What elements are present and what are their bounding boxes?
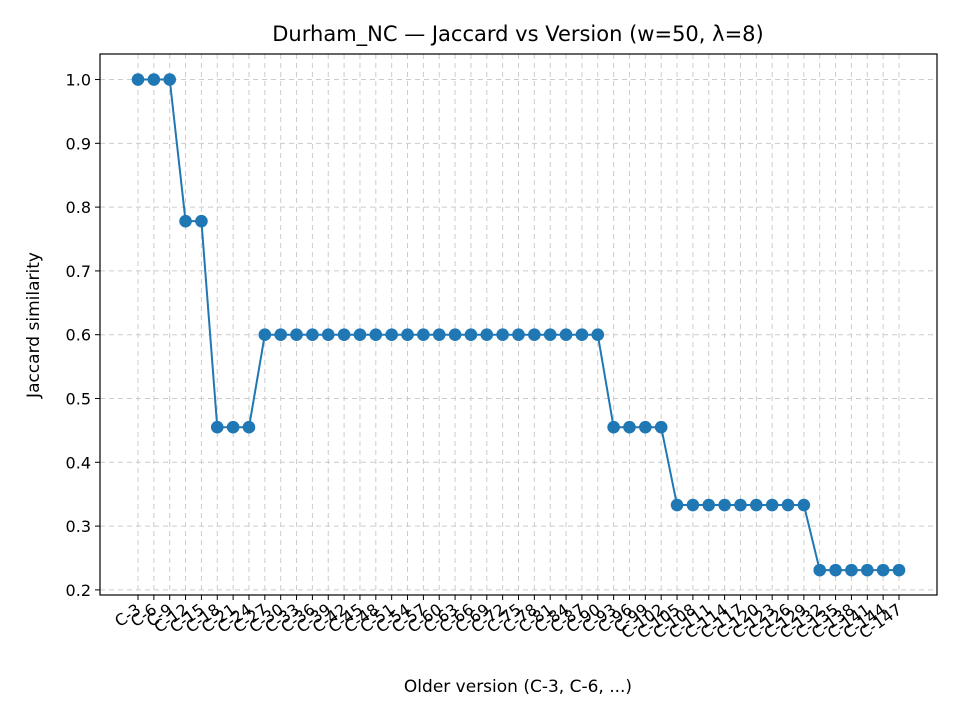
data-point: [369, 328, 383, 342]
data-point: [385, 328, 398, 342]
y-tick-label: 0.4: [66, 453, 91, 472]
data-point: [496, 328, 509, 342]
data-point: [163, 73, 177, 86]
chart-title: Durham_NC — Jaccard vs Version (w=50, λ=…: [272, 22, 763, 47]
data-point: [829, 563, 842, 577]
data-point: [892, 563, 906, 577]
data-point: [512, 328, 525, 342]
data-point: [337, 328, 351, 342]
data-point: [559, 328, 573, 342]
data-point: [765, 498, 779, 512]
data-point: [876, 563, 890, 577]
y-tick-label: 0.5: [66, 390, 91, 409]
data-point: [306, 328, 319, 342]
data-point: [623, 420, 636, 434]
x-axis-label: Older version (C-3, C-6, ...): [404, 677, 632, 697]
data-point: [464, 328, 478, 342]
y-tick-label: 1.0: [66, 71, 91, 90]
data-point: [353, 328, 367, 342]
data-point: [591, 328, 605, 342]
data-point: [702, 498, 716, 512]
data-point: [575, 328, 589, 342]
data-point: [797, 498, 811, 512]
data-point: [131, 73, 145, 86]
data-point: [750, 498, 763, 512]
data-point: [321, 328, 335, 342]
data-point: [242, 420, 256, 434]
data-point: [226, 420, 240, 434]
y-tick-label: 0.6: [66, 326, 91, 345]
data-point: [210, 420, 224, 434]
y-axis-ticks: 1.0 0.9 0.8 0.7 0.6 0.5 0.4 0.3 0.2: [66, 71, 100, 600]
data-point: [654, 420, 668, 434]
data-point: [639, 420, 652, 434]
grid: [100, 54, 937, 595]
data-point: [543, 328, 557, 342]
y-tick-label: 0.8: [66, 198, 91, 217]
data-point: [813, 563, 827, 577]
y-tick-label: 0.7: [66, 262, 91, 281]
data-point: [860, 563, 874, 577]
data-point: [274, 328, 287, 342]
y-axis-label: Jaccard similarity: [24, 252, 44, 399]
data-point: [718, 498, 731, 512]
x-axis-ticks: C-3C-6C-9C-12C-15C-18C-21C-24C-27C-30C-3…: [111, 595, 905, 643]
data-point: [686, 498, 700, 512]
data-points: [131, 73, 906, 577]
y-tick-label: 0.9: [66, 134, 91, 153]
data-point: [448, 328, 462, 342]
data-point: [781, 498, 795, 512]
data-point: [607, 420, 620, 434]
data-point: [258, 328, 272, 342]
data-point: [528, 328, 541, 342]
data-point: [147, 73, 161, 86]
data-point: [290, 328, 303, 342]
data-point: [179, 214, 192, 228]
y-tick-label: 0.3: [66, 517, 91, 536]
y-tick-label: 0.2: [66, 581, 91, 600]
data-point: [480, 328, 494, 342]
data-point: [734, 498, 747, 512]
data-point: [432, 328, 446, 342]
plot-frame: [99, 53, 938, 596]
data-point: [670, 498, 684, 512]
data-point: [195, 214, 208, 228]
data-point: [401, 328, 414, 342]
data-point: [845, 563, 858, 577]
data-point: [417, 328, 430, 342]
